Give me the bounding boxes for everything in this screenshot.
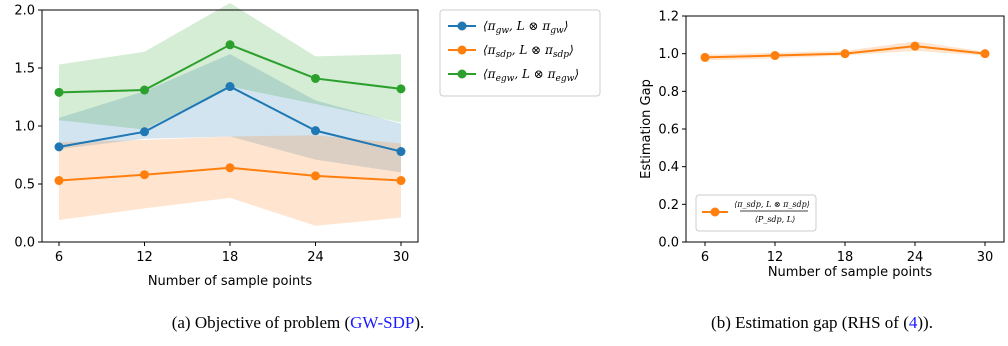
b-ytick-label-5: 1.0 [658,47,679,62]
a-ytick-label-3: 1.5 [14,62,35,77]
b-xtick-label-0: 6 [701,250,709,265]
x-axis-label-b: Number of sample points [768,265,933,280]
y-axis-label-b: Estimation Gap [639,79,654,179]
a-point-series-1-3 [311,171,320,180]
caption-link-gw-sdp[interactable]: GW-SDP [350,313,414,332]
a-point-series-2-1 [140,86,149,95]
a-point-series-2-3 [311,74,320,83]
b-point-series-0-1 [771,51,780,60]
a-xtick-label-0: 6 [55,250,63,265]
x-axis-label-a: Number of sample points [148,274,313,289]
b-xtick-label-1: 12 [767,250,784,265]
a-point-series-1-1 [140,170,149,179]
legend-b-marker [711,208,720,217]
legend-a: ⟨πgw, L ⊗ πgw⟩⟨πsdp, L ⊗ πsdp⟩⟨πegw, L ⊗… [440,10,600,96]
a-point-series-0-0 [55,142,64,151]
legend-b-numerator: ⟨π_sdp, L ⊗ π_sdp⟩ [734,200,810,209]
legend-a-marker-1 [458,46,467,55]
b-ytick-label-3: 0.6 [658,123,679,138]
a-point-series-0-4 [397,147,406,156]
a-xtick-label-4: 30 [393,250,410,265]
b-xtick-label-4: 30 [977,250,994,265]
a-ytick-label-2: 1.0 [14,120,35,135]
a-ytick-label-1: 0.5 [14,178,35,193]
b-ytick-label-2: 0.4 [658,160,679,175]
a-ytick-label-4: 2.0 [14,4,35,19]
a-xtick-label-3: 24 [307,250,324,265]
panel-a: 0.0 0.5 1.0 1.5 2.0 6 12 18 24 30 Number of samp… [14,3,600,332]
a-point-series-0-2 [226,82,235,91]
legend-a-marker-0 [458,22,467,31]
b-xtick-label-3: 24 [907,250,924,265]
legend-b: ⟨π_sdp, L ⊗ π_sdp⟩ ⟨P_sdp, L⟩ [696,195,816,231]
b-xtick-label-2: 18 [837,250,854,265]
panel-b: 0.0 0.2 0.4 0.6 0.8 1.0 1.2 6 12 18 24 30 Number o… [639,10,1004,333]
a-point-series-2-2 [226,40,235,49]
b-ytick-label-4: 0.8 [658,85,679,100]
a-band-series-1 [59,135,401,225]
a-xtick-label-1: 12 [136,250,153,265]
caption-a: (a) Objective of problem (GW-SDP). [172,313,425,332]
b-ytick-label-1: 0.2 [658,198,679,213]
a-point-series-0-3 [311,126,320,135]
legend-b-denominator: ⟨P_sdp, L⟩ [755,215,795,224]
b-ytick-label-0: 0.0 [658,236,679,251]
a-point-series-1-0 [55,176,64,185]
a-point-series-0-1 [140,127,149,136]
a-point-series-2-4 [397,84,406,93]
a-point-series-2-0 [55,88,64,97]
legend-a-marker-2 [458,70,467,79]
b-ytick-label-6: 1.2 [658,10,679,25]
b-point-series-0-0 [701,53,710,62]
a-xtick-label-2: 18 [222,250,239,265]
a-ytick-label-0: 0.0 [14,236,35,251]
b-point-series-0-2 [841,49,850,58]
caption-b: (b) Estimation gap (RHS of (4)). [711,313,933,332]
b-point-series-0-4 [981,49,990,58]
a-point-series-1-4 [397,176,406,185]
a-point-series-1-2 [226,163,235,172]
b-point-series-0-3 [911,42,920,51]
